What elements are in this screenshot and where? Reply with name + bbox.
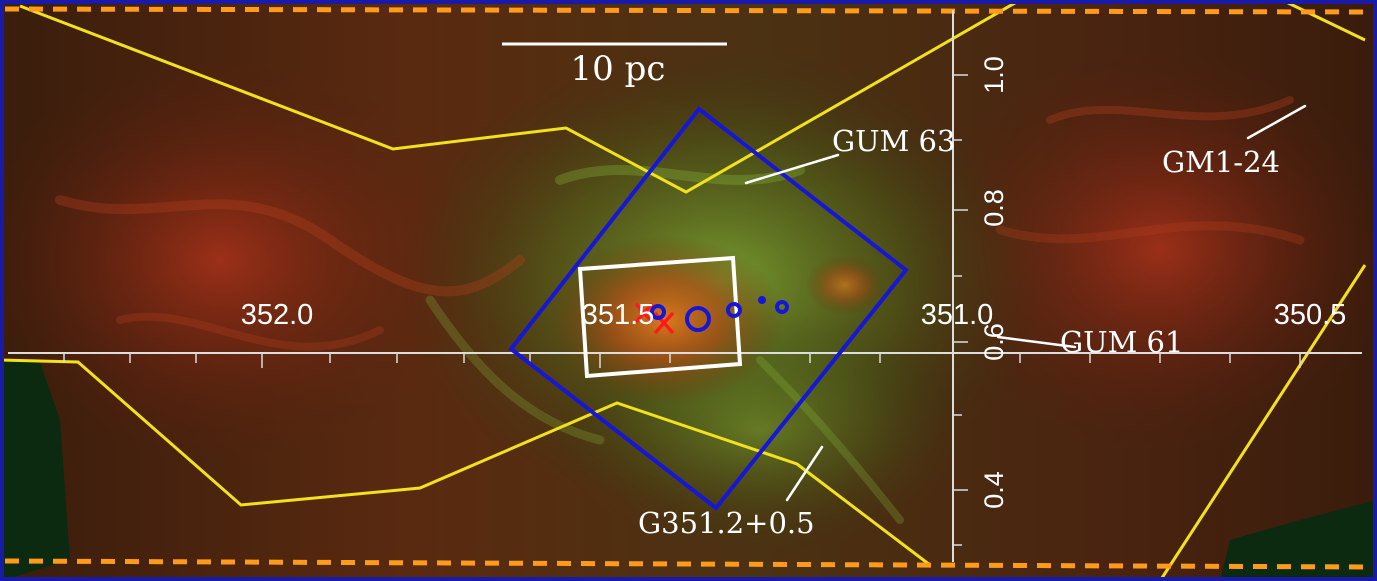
circle-marker-2	[685, 306, 711, 332]
scale-bar-label: 10 pc	[571, 49, 666, 89]
longitude-tick-label: 351.5	[582, 299, 655, 331]
leader-g351	[785, 445, 824, 502]
longitude-labels: 352.0 351.5 351.0 350.5	[241, 299, 1347, 331]
nodata-lower-right	[1220, 500, 1377, 581]
leader-gum63	[744, 153, 840, 185]
label-gum61: GUM 61	[1060, 325, 1183, 359]
circle-marker-4	[775, 300, 789, 314]
label-gm124: GM1-24	[1162, 145, 1280, 179]
circle-marker-1	[650, 304, 666, 320]
filaments	[55, 96, 1305, 524]
coverage-box	[508, 106, 909, 511]
longitude-tick-label: 352.0	[241, 299, 314, 331]
longitude-tick-label: 351.0	[921, 299, 994, 331]
glow-compact	[805, 255, 885, 315]
nodata-lower-left	[0, 360, 70, 581]
cross-marker-1	[635, 303, 653, 323]
latitude-tick-label: 0.4	[979, 471, 1009, 509]
circle-markers	[650, 300, 789, 332]
region-rectangle	[577, 255, 743, 379]
axis-tick-marks	[63, 74, 1301, 546]
glow-red-right	[920, 50, 1377, 450]
dashed-border	[4, 6, 1369, 570]
leader-gm124	[1246, 104, 1307, 140]
label-g351: G351.2+0.5	[638, 506, 815, 540]
latitude-tick-label: 0.8	[979, 189, 1009, 227]
label-gum63: GUM 63	[832, 124, 955, 158]
coordinate-axes	[8, 10, 1362, 562]
leader-lines	[744, 104, 1307, 502]
longitude-tick-label: 350.5	[1274, 299, 1347, 331]
latitude-tick-label: 0.6	[979, 323, 1009, 361]
circle-marker-3	[726, 302, 742, 318]
glow-red-left	[0, 60, 480, 460]
latitude-labels: 1.0 0.8 0.6 0.4	[979, 56, 1009, 509]
leader-gum61	[996, 335, 1077, 349]
latitude-tick-label: 1.0	[979, 56, 1009, 94]
circle-marker-filled	[758, 296, 766, 304]
